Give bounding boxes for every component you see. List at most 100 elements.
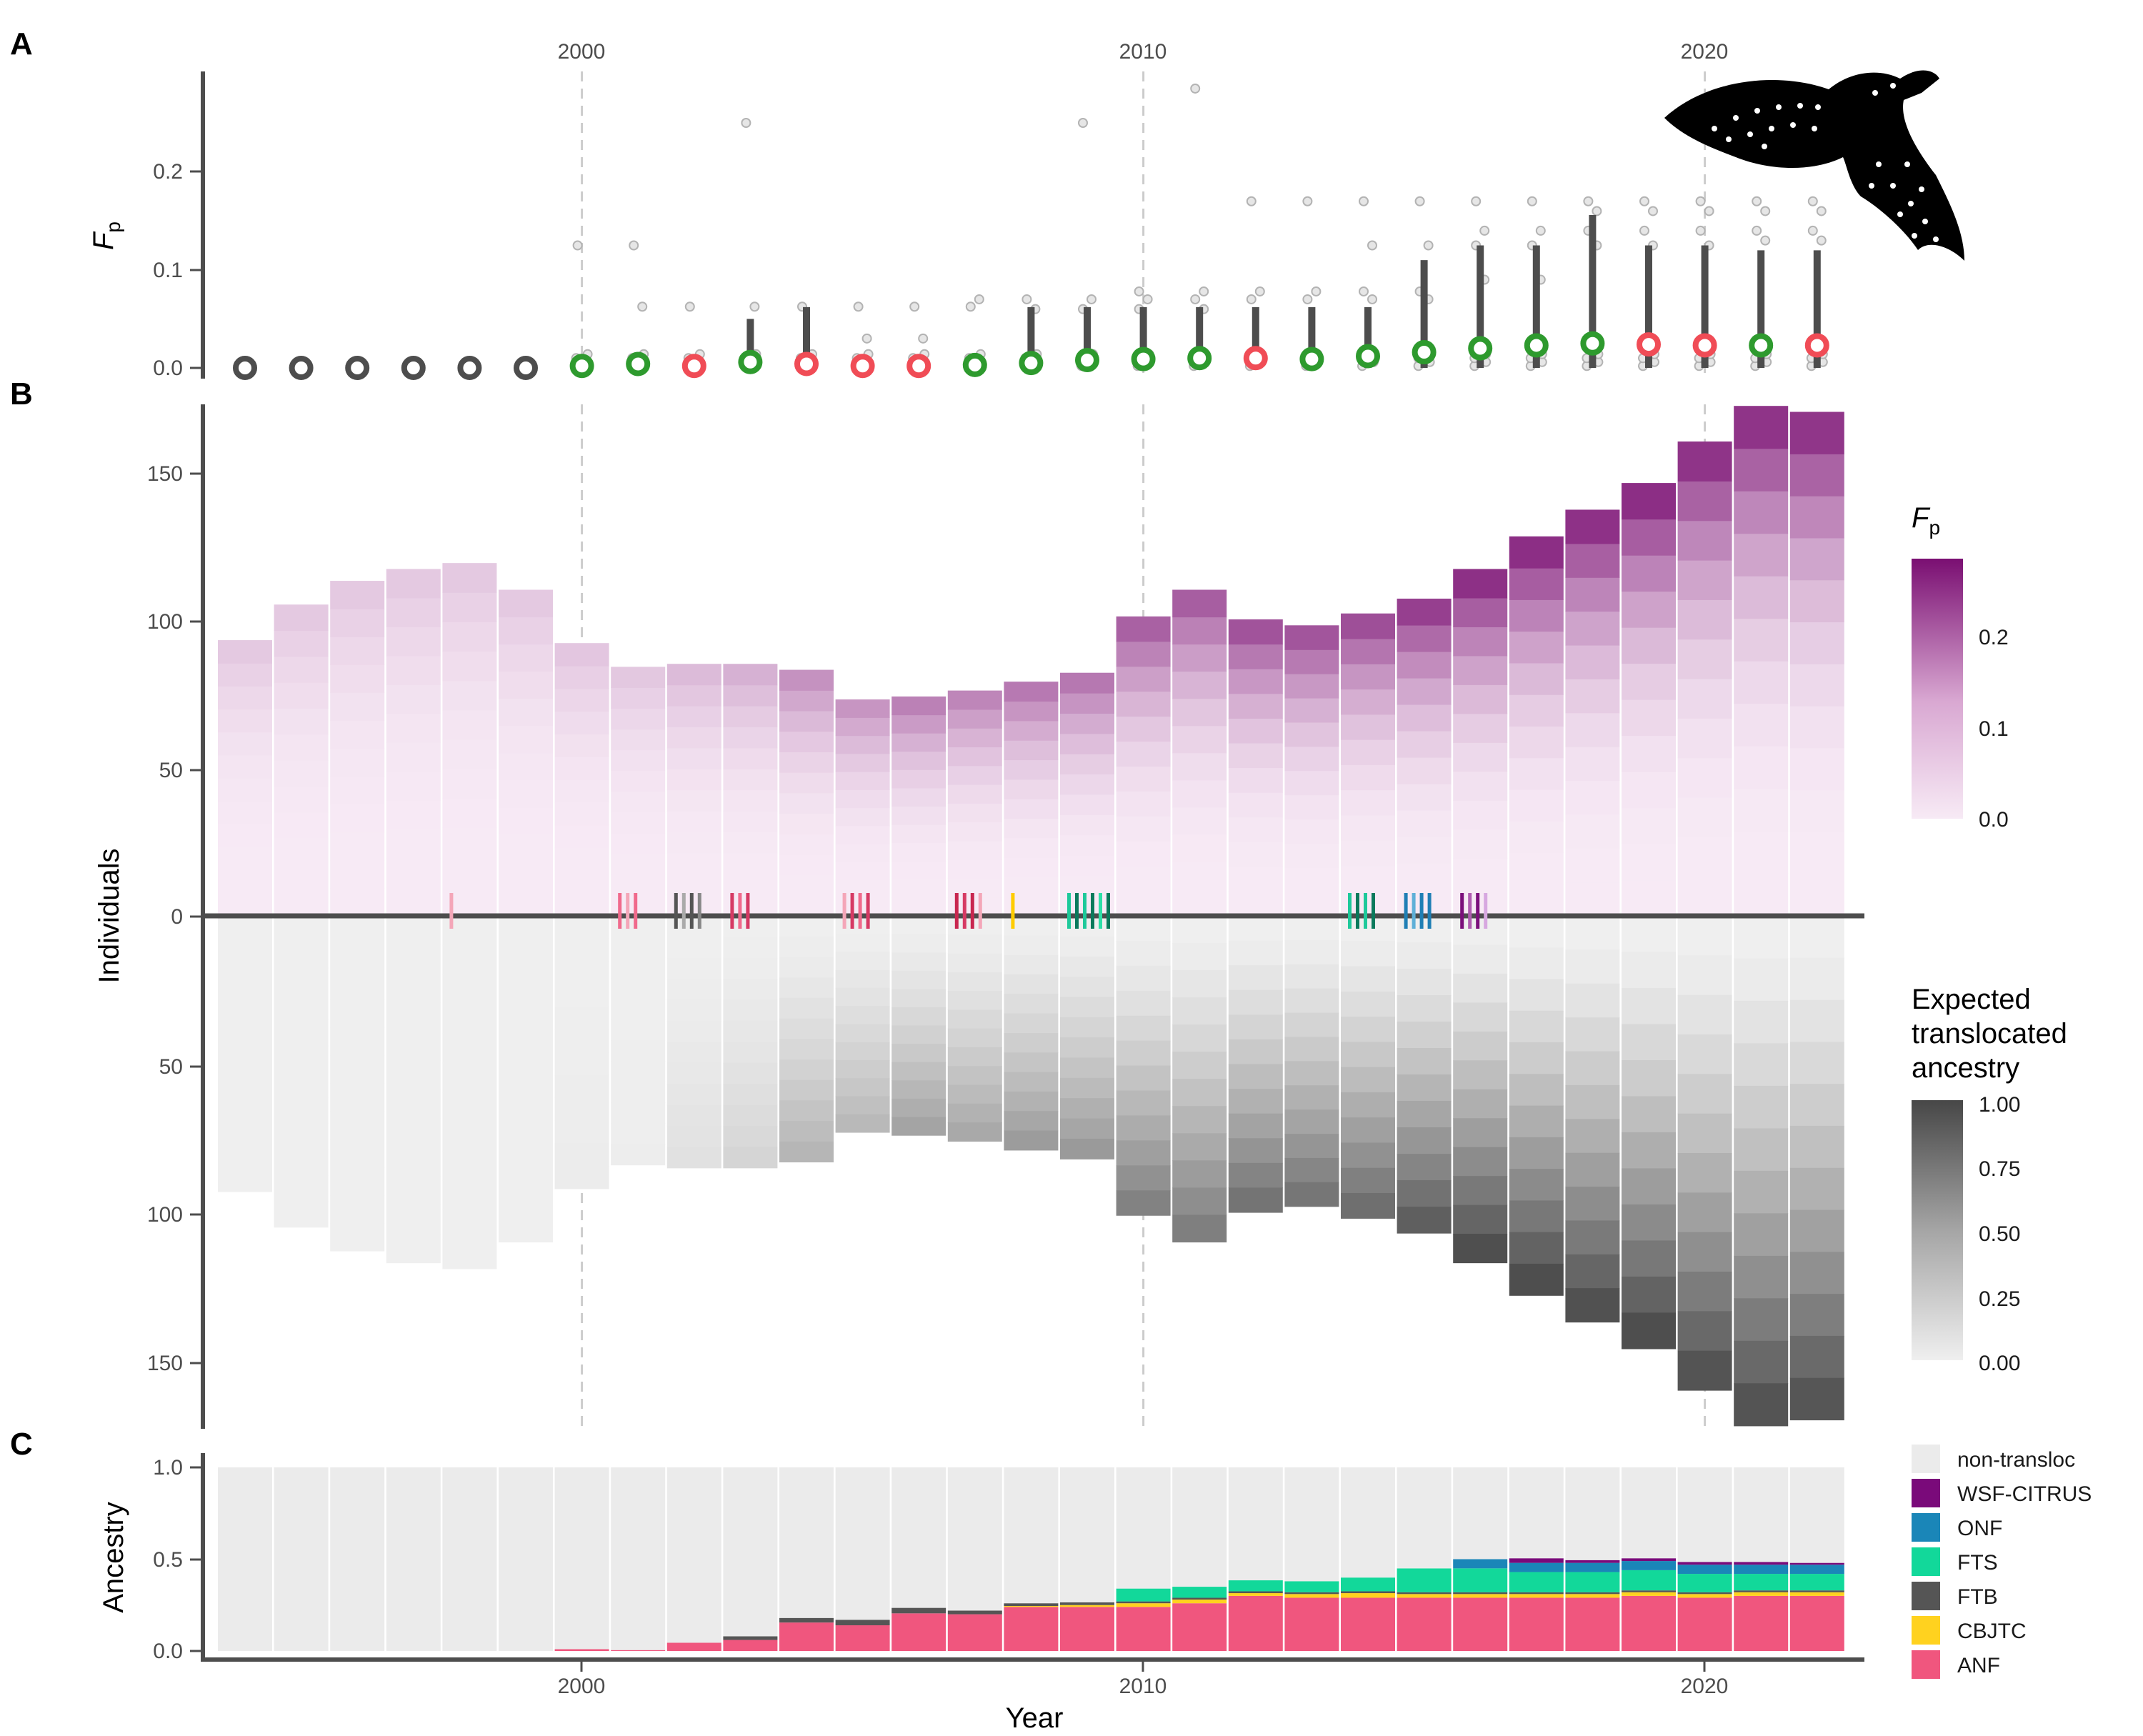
fp-bar-segment-1995 <box>274 838 329 864</box>
ancestry-segment-WSF-CITRUS-2020 <box>1677 1562 1732 1565</box>
mean-fp-marker-1995 <box>289 356 314 380</box>
ancestry-bar-segment-2020 <box>1677 1232 1732 1272</box>
ancestry-bar-segment-1994 <box>218 1122 272 1147</box>
fp-bar-segment-2020 <box>1677 442 1732 482</box>
outlier-point-2014 <box>1359 286 1369 296</box>
fp-bar-segment-1999 <box>499 888 553 917</box>
fp-bar-segment-2011 <box>1172 644 1227 672</box>
ancestry-bar-segment-2010 <box>1116 1165 1171 1191</box>
ancestry-bar-segment-2009 <box>1060 977 1114 998</box>
fp-bar-segment-1998 <box>442 739 497 769</box>
outlier-point-2001 <box>637 301 648 312</box>
ancestry-segment-non-transloc-2020 <box>1677 1467 1732 1562</box>
ancestry-bar-segment-2004 <box>779 957 834 978</box>
ancestry-segment-FTS-2020 <box>1677 1574 1732 1592</box>
fp-bar-segment-1998 <box>442 709 497 740</box>
fp-bar-segment-2008 <box>1004 799 1059 819</box>
ancestry-bar-segment-2018 <box>1565 916 1620 950</box>
ancestry-bar-segment-2001 <box>611 999 666 1020</box>
fp-bar-segment-2017 <box>1509 726 1564 759</box>
fp-bar-segment-2017 <box>1509 568 1564 600</box>
fp-bar-segment-2004 <box>779 710 834 732</box>
outlier-point-2021 <box>1760 206 1771 216</box>
fp-bar-segment-2010 <box>1116 616 1171 642</box>
ancestry-segment-ANF-2003 <box>723 1640 778 1651</box>
fp-bar-segment-2013 <box>1284 770 1339 796</box>
fp-bar-segment-2003 <box>723 706 778 728</box>
outlier-point-2018 <box>1592 206 1602 216</box>
ancestry-bar-segment-1994 <box>218 1007 272 1032</box>
ancestry-bar-segment-2016 <box>1453 1089 1508 1119</box>
fp-bar-segment-2001 <box>611 874 666 896</box>
outlier-point-2021 <box>1760 235 1771 246</box>
fp-bar-segment-2018 <box>1565 644 1620 679</box>
fp-bar-segment-2021 <box>1734 746 1789 789</box>
ancestry-bar-segment-2021 <box>1734 958 1789 1002</box>
mean-fp-marker-2021 <box>1749 333 1774 358</box>
panel-b-y-tick-neg100: 100 <box>147 1203 183 1227</box>
fp-bar-segment-2021 <box>1734 533 1789 577</box>
outlier-point-2016 <box>1471 196 1482 206</box>
ancestry-bar-segment-2010 <box>1116 1040 1171 1067</box>
fp-bar-segment-2004 <box>779 874 834 896</box>
fp-bar-segment-1994 <box>218 686 272 710</box>
fp-bar-segment-2005 <box>835 699 890 718</box>
ancestry-bar-segment-2016 <box>1453 973 1508 1003</box>
outlier-point-2020 <box>1695 196 1706 206</box>
fp-bar-segment-2010 <box>1116 716 1171 742</box>
translocation-tick-2016 <box>1484 893 1488 929</box>
fp-bar-segment-2012 <box>1228 644 1283 669</box>
mean-fp-marker-2007 <box>962 352 987 377</box>
outlier-point-2008 <box>1021 294 1032 304</box>
fp-bar-segment-2010 <box>1116 891 1171 917</box>
ancestry-bar-segment-2022 <box>1789 1252 1844 1294</box>
outlier-point-2010 <box>1142 294 1153 304</box>
fp-bar-segment-2008 <box>1004 818 1059 839</box>
ancestry-segment-ANF-2012 <box>1228 1595 1283 1651</box>
ancestry-bar-segment-2003 <box>723 999 778 1022</box>
panel-a-y-tick-0: 0.0 <box>153 356 183 380</box>
panel-c-x-tick-2000: 2000 <box>558 1675 606 1698</box>
fp-bar-segment-2021 <box>1734 576 1789 619</box>
mean-fp-marker-2012 <box>1243 346 1268 371</box>
panel-a-x-tick-2000: 2000 <box>558 40 606 64</box>
fp-bar-segment-1994 <box>218 754 272 779</box>
fp-bar-segment-2009 <box>1060 774 1114 795</box>
outlier-point-2005 <box>853 301 864 312</box>
ancestry-bar-segment-2019 <box>1622 1276 1676 1314</box>
panel-a-y-tick-2: 0.2 <box>153 160 183 184</box>
fp-bar-segment-2017 <box>1509 757 1564 790</box>
fp-bar-segment-2008 <box>1004 740 1059 761</box>
outlier-point-2006 <box>909 301 920 312</box>
ancestry-bar-segment-2000 <box>554 938 609 962</box>
ancestry-legend-tick-0.25: 0.25 <box>1979 1287 2020 1311</box>
fp-bar-segment-1994 <box>218 869 272 894</box>
ancestry-bar-segment-2006 <box>891 934 946 953</box>
mean-fp-marker-2014 <box>1356 344 1380 369</box>
fp-bar-segment-1994 <box>218 778 272 802</box>
ancestry-bar-segment-2006 <box>891 989 946 1008</box>
ancestry-bar-segment-2013 <box>1284 1012 1339 1038</box>
ancestry-bar-segment-2001 <box>611 1102 666 1124</box>
fp-bar-segment-2008 <box>1004 857 1059 877</box>
ancestry-legend-tick-0.75: 0.75 <box>1979 1157 2020 1181</box>
ancestry-bar-segment-2021 <box>1734 1128 1789 1172</box>
fp-bar-segment-2021 <box>1734 618 1789 662</box>
outlier-point-2022 <box>1807 225 1818 236</box>
fp-bar-segment-2003 <box>723 684 778 707</box>
legend-swatch-ONF <box>1912 1513 1940 1542</box>
ancestry-bar-segment-2009 <box>1060 997 1114 1018</box>
panel-b-individuals-plot: 150 100 50 0 50 100 150 Individuals Fp 0… <box>94 404 2067 1429</box>
fp-bar-segment-2000 <box>554 688 609 712</box>
panel-c-y-tick-0.5: 0.5 <box>153 1548 183 1572</box>
translocation-tick-2009 <box>1091 893 1094 929</box>
fp-bar-segment-2003 <box>723 747 778 769</box>
fp-bar-segment-2003 <box>723 832 778 854</box>
ancestry-bar-segment-1997 <box>386 1234 441 1264</box>
fp-bar-segment-1994 <box>218 663 272 687</box>
translocation-tick-2014 <box>1372 893 1375 929</box>
ancestry-bar-segment-2005 <box>835 1006 890 1025</box>
ancestry-bar-segment-1995 <box>274 1019 329 1047</box>
outlier-point-2019 <box>1648 206 1658 216</box>
